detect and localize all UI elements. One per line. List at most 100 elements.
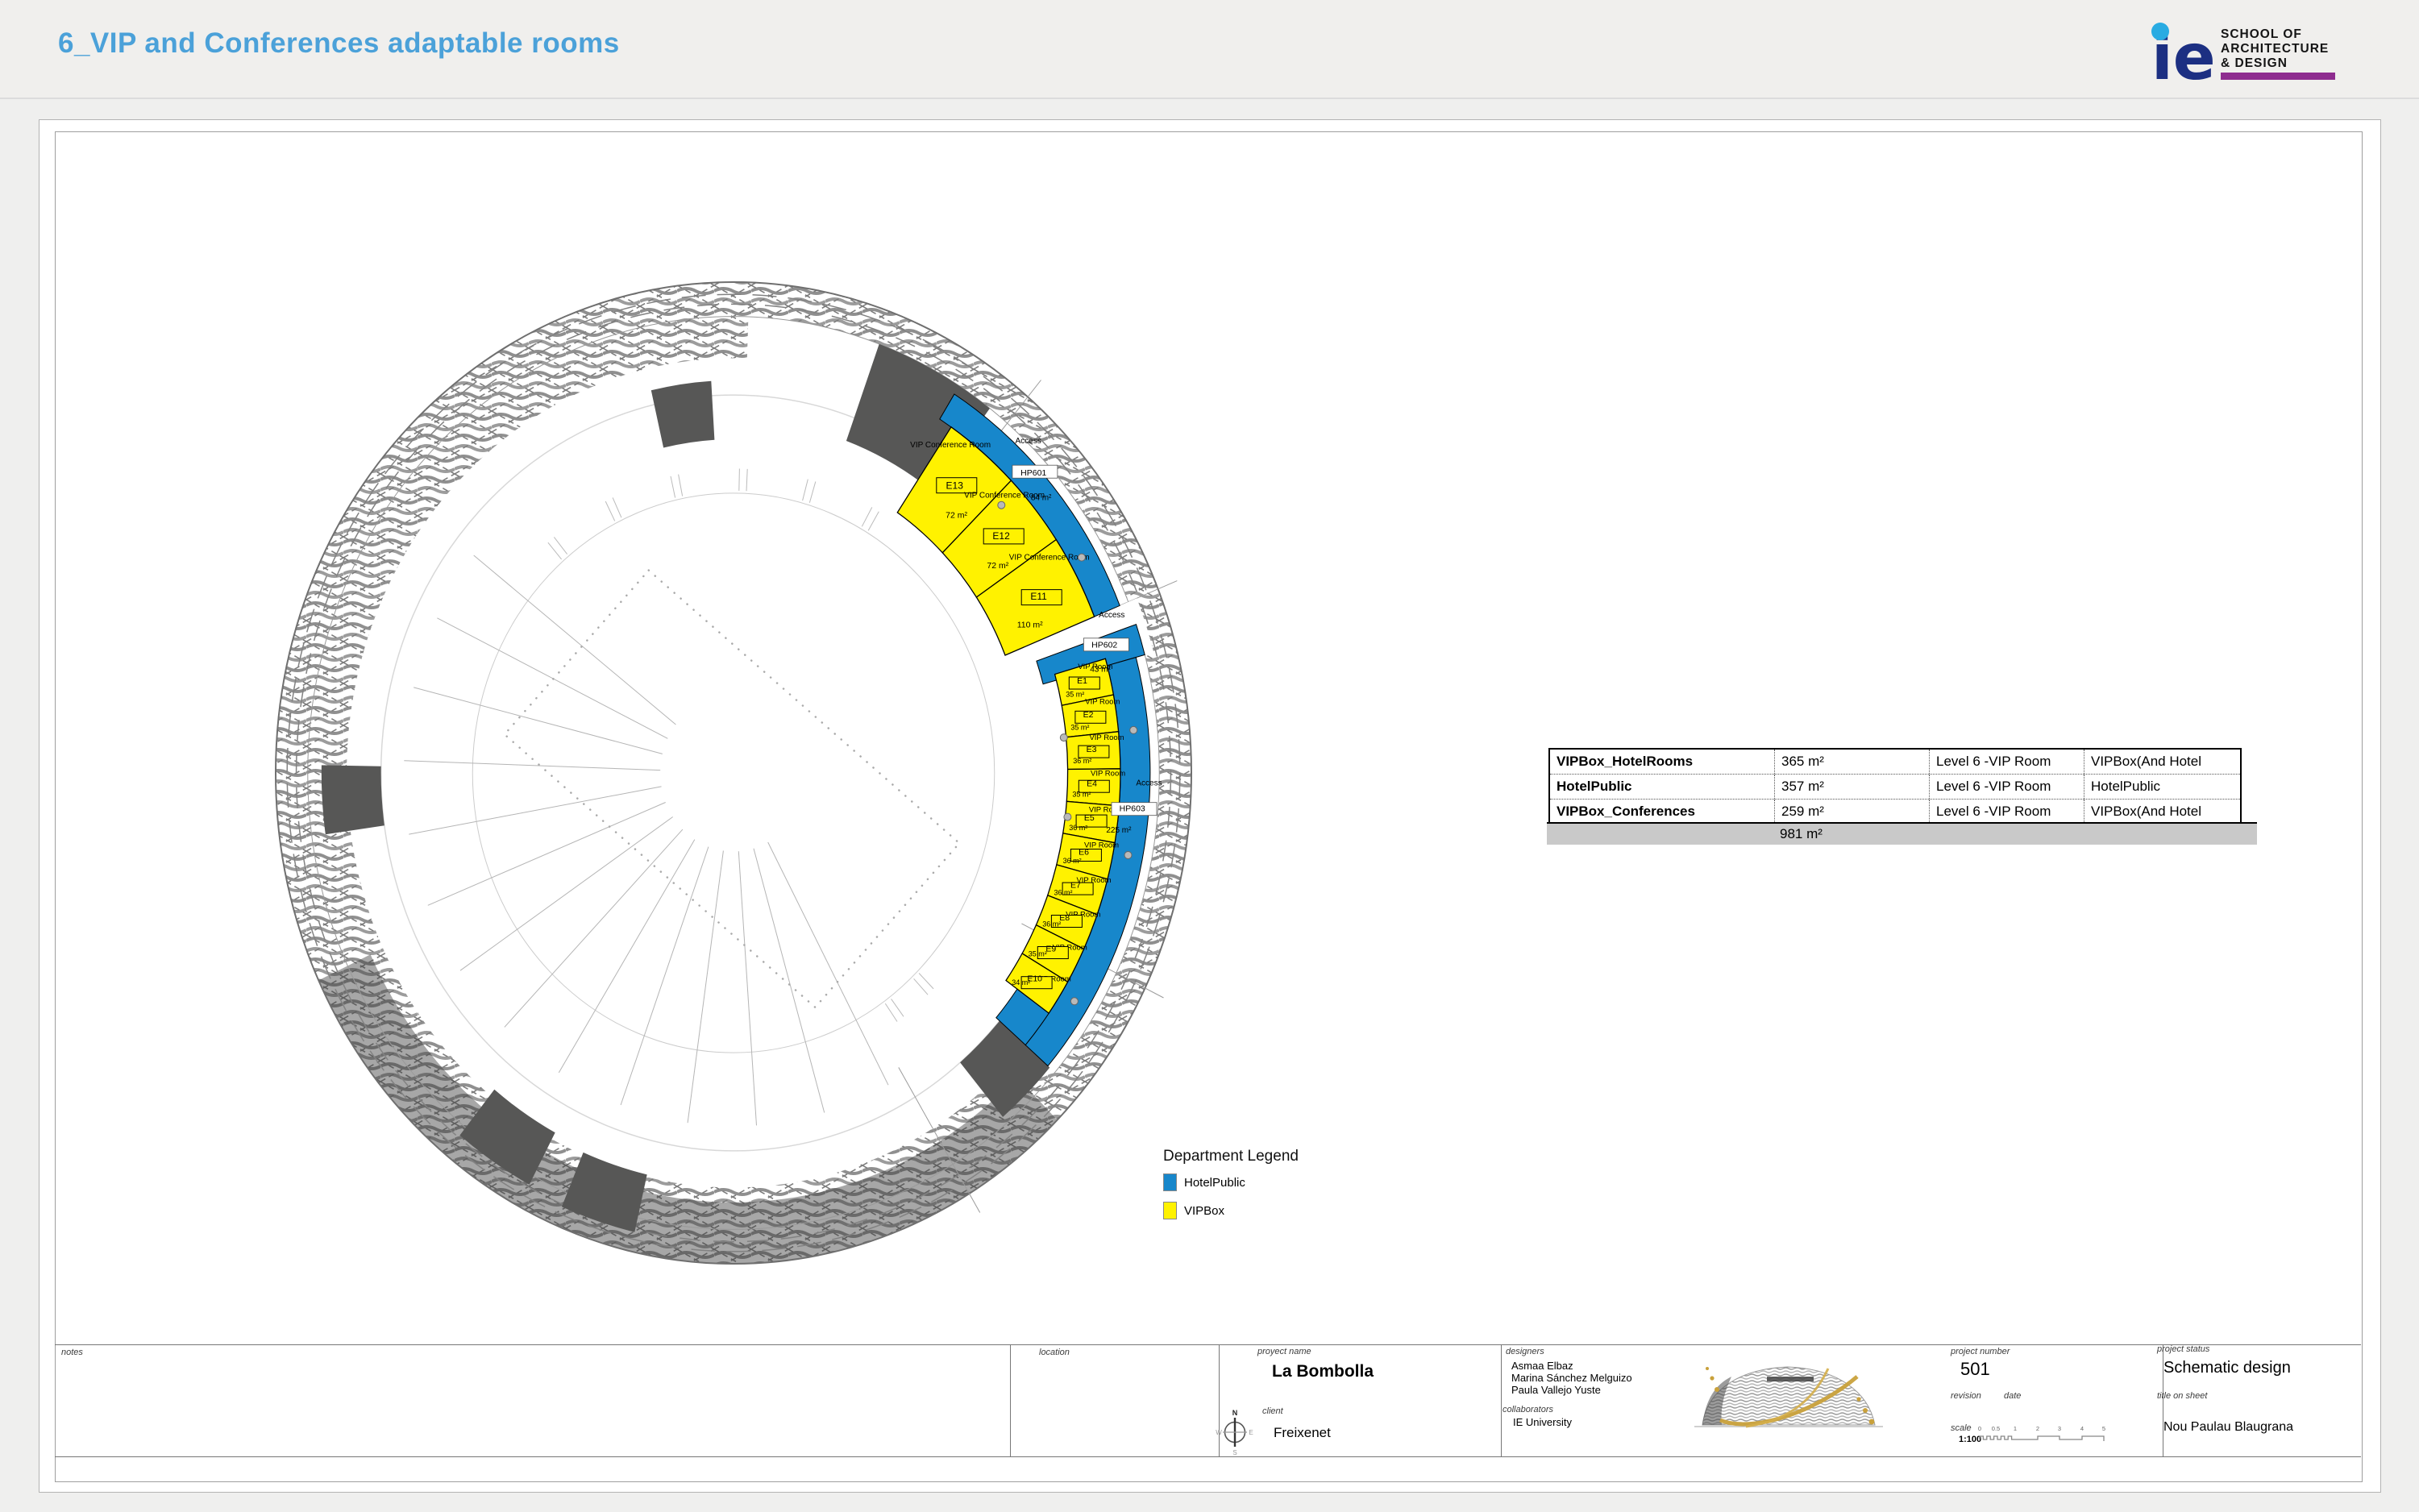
access-id: HP603 [1120, 804, 1145, 814]
table-cell: VIPBox_Conferences [1550, 800, 1775, 824]
svg-text:S: S [1232, 1449, 1237, 1456]
column-dot [1129, 725, 1138, 734]
bowl-tick-mark [547, 542, 562, 560]
area-schedule-table: VIPBox_HotelRooms 365 m² Level 6 -VIP Room… [1548, 748, 2242, 825]
section-spoke-line [473, 555, 676, 725]
access-id: HP602 [1091, 641, 1117, 650]
room-area: 35 m² [1072, 791, 1091, 799]
svg-text:E: E [1249, 1429, 1253, 1436]
ie-school-logo: ie SCHOOL OF ARCHITECTURE & DESIGN [2151, 22, 2335, 90]
legend-item: VIPBox [1163, 1202, 1245, 1219]
scale-tick-label: 1 [2014, 1425, 2017, 1432]
bowl-tick-mark [612, 497, 622, 518]
section-spoke-line [558, 839, 696, 1074]
access-id-box [1012, 464, 1058, 479]
scale-tick-label: 3 [2058, 1425, 2061, 1432]
room-id-box [983, 528, 1025, 545]
table-cell: HotelPublic [1550, 775, 1775, 799]
core-block [459, 1089, 555, 1185]
room-id: E2 [1083, 710, 1094, 720]
column-dot [1077, 553, 1086, 562]
room-name: VIP Conference Room [964, 492, 1045, 501]
room-id-box [1078, 745, 1110, 758]
page-title: 6_VIP and Conferences adaptable rooms [58, 27, 620, 59]
table-cell: Level 6 -VIP Room [1930, 775, 2084, 799]
section-spoke-line [687, 850, 724, 1124]
room-name: VIP Room [1089, 805, 1124, 814]
facade-ring-line [307, 316, 1160, 1230]
facade-ring-line [275, 281, 1192, 1265]
room-area: 36 m² [1073, 757, 1091, 765]
room-E3: VIP Room E3 36 m² [1065, 730, 1124, 771]
bowl-tick-mark [605, 501, 616, 521]
scale-tick-label: 0.5 [1992, 1425, 2000, 1432]
revision-label: revision [1951, 1391, 1981, 1401]
section-spoke-line [427, 802, 666, 906]
access-name: Access [1015, 437, 1041, 446]
room-name: VIP Room [1076, 876, 1111, 885]
access-name: Access [1099, 611, 1124, 620]
room-id: E13 [946, 480, 964, 492]
room-name: VIP Room [1089, 733, 1124, 742]
titleblock-divider [1219, 1344, 1220, 1456]
notes-label: notes [61, 1348, 83, 1357]
room-id: E9 [1045, 945, 1056, 954]
room-id: E7 [1070, 881, 1081, 891]
room-name: VIP Conference Room [910, 441, 991, 450]
project-status-label: project status [2157, 1344, 2210, 1354]
access-id-box [1083, 638, 1129, 652]
room-id-box [1070, 849, 1102, 862]
header-bar: 6_VIP and Conferences adaptable rooms ie… [0, 0, 2419, 99]
ie-logo-dot-icon [2151, 23, 2169, 40]
pitch-dotted-outline [503, 568, 961, 1009]
north-compass-icon: N E S W [1216, 1409, 1253, 1456]
collaborators-value: IE University [1513, 1416, 1572, 1428]
table-cell: Level 6 -VIP Room [1930, 800, 2084, 824]
seating-bowl-line [472, 492, 995, 1053]
column-dot [1070, 997, 1079, 1006]
room-id: E8 [1059, 913, 1070, 923]
room-area: 72 m² [946, 511, 967, 521]
access-area: 84 m² [1031, 494, 1052, 503]
client-name: Freixenet [1274, 1425, 1331, 1440]
scale-label: scale [1951, 1423, 1972, 1433]
room-id: E6 [1079, 847, 1089, 857]
access-id: HP601 [1020, 468, 1046, 478]
bowl-tick-mark [918, 973, 934, 990]
room-E13: VIP Conference Room E13 72 m² [896, 426, 1012, 554]
room-name: VIP Room [1037, 975, 1071, 984]
department-legend: HotelPublic VIPBox [1163, 1173, 1245, 1230]
room-area: 36 m² [1063, 857, 1082, 865]
room-id-box [1020, 589, 1062, 606]
project-status: Schematic design [2163, 1359, 2291, 1377]
room-name: VIP Room [1066, 910, 1100, 919]
room-area: 35 m² [1066, 690, 1084, 698]
legend-title: Department Legend [1163, 1148, 1299, 1165]
bowl-tick-mark [884, 1003, 898, 1022]
column-dot [1124, 851, 1133, 859]
access-HP602: Access HP602 43 m² [1083, 611, 1129, 675]
designer-name: Paula Vallejo Yuste [1511, 1384, 1601, 1396]
section-spoke-line [437, 617, 668, 739]
section-spoke-line [459, 816, 673, 971]
designer-name: Marina Sánchez Melguizo [1511, 1372, 1632, 1384]
bowl-tick-mark [670, 476, 676, 498]
room-id-box [936, 477, 978, 494]
room-name: VIP Room [1091, 770, 1125, 779]
section-spoke-line [767, 841, 889, 1086]
section-spoke-line [620, 846, 709, 1106]
bowl-tick-mark [891, 999, 904, 1017]
legend-color-swatch [1163, 1202, 1177, 1219]
room-area: 35 m² [1070, 724, 1089, 732]
table-cell: 365 m² [1775, 750, 1930, 774]
room-id-box [1075, 814, 1108, 828]
client-label: client [1262, 1406, 1283, 1416]
room-E1: VIP Room E1 35 m² [1054, 658, 1115, 706]
bowl-tick-mark [808, 481, 817, 503]
facade-ring-line [295, 303, 1172, 1243]
logo-purple-bar [2221, 73, 2335, 80]
logo-school-of: SCHOOL OF [2221, 27, 2302, 41]
